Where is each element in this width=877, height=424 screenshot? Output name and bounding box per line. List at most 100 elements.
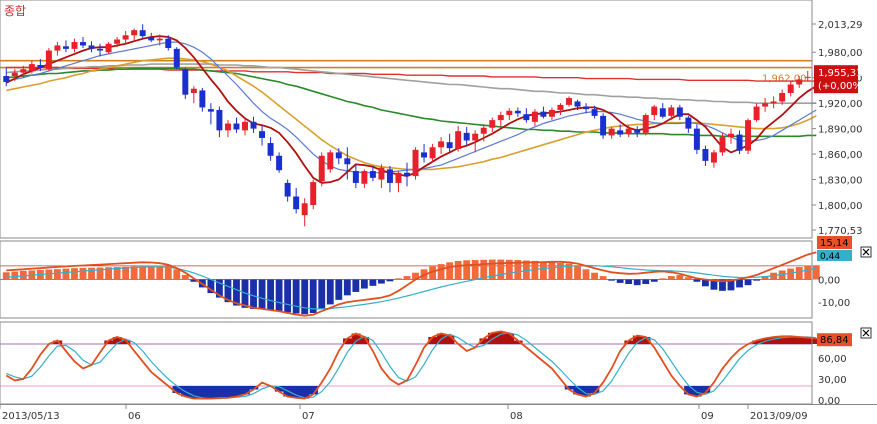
macd-panel[interactable] [0,251,820,317]
candle[interactable] [267,137,274,161]
candle[interactable] [148,32,155,43]
candle[interactable] [506,108,513,121]
candle[interactable] [463,126,470,146]
candle[interactable] [88,41,95,53]
candle[interactable] [634,126,641,138]
candle[interactable] [233,117,240,133]
candle[interactable] [105,42,112,54]
candle[interactable] [693,124,700,155]
candle[interactable] [165,35,172,51]
candle[interactable] [352,164,359,189]
candle[interactable] [173,47,180,70]
candle[interactable] [318,152,325,187]
candle[interactable] [429,143,436,163]
candle[interactable] [523,108,530,123]
candle[interactable] [642,113,649,136]
candle[interactable] [54,42,61,56]
candle[interactable] [514,107,521,117]
candle[interactable] [779,89,786,105]
candle[interactable] [28,60,35,74]
candle[interactable] [787,81,794,97]
candle[interactable] [242,118,248,136]
candle[interactable] [224,120,231,138]
candle[interactable] [566,96,572,107]
candle[interactable] [583,103,590,114]
candle[interactable] [335,148,342,165]
candle[interactable] [762,98,769,112]
candle[interactable] [62,40,69,53]
candle[interactable] [480,124,487,142]
candle[interactable] [728,128,734,144]
candle[interactable] [668,104,675,121]
candle[interactable] [736,130,743,155]
candle[interactable] [395,171,402,193]
candle[interactable] [97,43,104,57]
candle[interactable] [651,104,658,121]
candle[interactable] [37,59,44,71]
candle[interactable] [45,48,52,71]
candle[interactable] [276,152,283,173]
candle[interactable] [540,106,547,119]
stochastic-close-button[interactable] [860,327,872,339]
candle[interactable] [455,126,462,152]
candle[interactable] [71,38,78,53]
candle[interactable] [131,28,138,41]
candle[interactable] [216,106,223,138]
candle[interactable] [770,96,777,109]
candle[interactable] [80,36,86,49]
candle[interactable] [259,126,266,146]
candle[interactable] [361,169,368,189]
candle[interactable] [421,143,428,163]
candle[interactable] [557,103,564,116]
candle[interactable] [591,105,598,119]
candle[interactable] [301,198,308,227]
candle[interactable] [608,126,615,139]
candle[interactable] [531,109,538,127]
candle[interactable] [804,70,811,82]
candle[interactable] [20,65,27,78]
macd-close-button[interactable] [860,246,872,258]
price-panel[interactable]: 1,962,00 [0,24,817,227]
candle[interactable] [284,179,291,202]
candle[interactable] [190,86,197,104]
candle[interactable] [446,133,453,152]
candle[interactable] [293,188,300,214]
candle[interactable] [617,124,624,138]
candle[interactable] [182,67,189,99]
candle[interactable] [122,31,129,44]
candle[interactable] [489,117,496,133]
candle[interactable] [327,149,334,173]
candle[interactable] [344,147,351,180]
candle[interactable] [710,149,717,168]
candle[interactable] [676,104,683,121]
candle[interactable] [753,103,760,122]
candle[interactable] [378,164,385,189]
candle[interactable] [199,87,206,112]
candle[interactable] [3,67,10,87]
stochastic-panel[interactable] [0,330,822,400]
candle[interactable] [574,99,581,110]
candle[interactable] [438,137,445,155]
candle[interactable] [114,36,121,48]
candle[interactable] [702,145,709,166]
candle[interactable] [719,132,726,156]
candle[interactable] [548,107,555,121]
candle[interactable] [472,130,479,153]
candle[interactable] [600,113,607,139]
candle[interactable] [207,103,214,125]
candle[interactable] [369,165,376,182]
candle[interactable] [625,125,632,138]
candle[interactable] [156,34,163,46]
candle[interactable] [745,118,752,155]
candle[interactable] [11,69,18,82]
candle[interactable] [404,162,410,187]
candle[interactable] [250,116,257,133]
candle[interactable] [497,111,504,127]
candle[interactable] [310,179,317,210]
candle[interactable] [685,115,692,133]
candle[interactable] [386,165,393,193]
candle[interactable] [412,147,419,180]
candle[interactable] [796,76,803,88]
candle[interactable] [659,103,666,119]
